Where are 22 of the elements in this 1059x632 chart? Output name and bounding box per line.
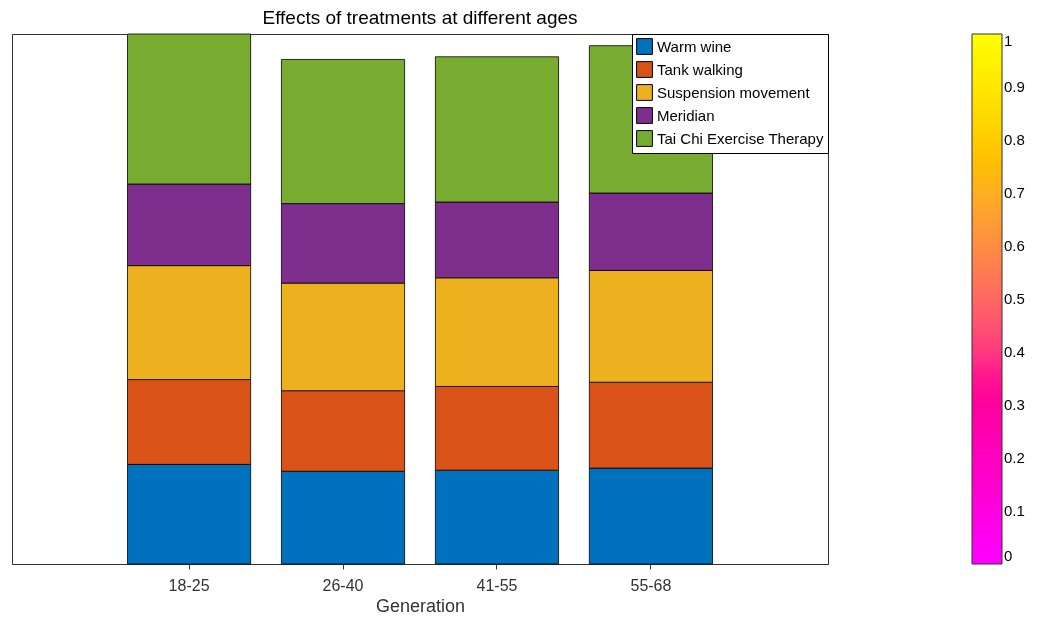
legend-label: Tai Chi Exercise Therapy xyxy=(657,129,824,147)
color-bar-label: 0.3 xyxy=(1004,396,1025,413)
color-bar-label: 0.9 xyxy=(1004,78,1025,95)
legend-label: Warm wine xyxy=(657,37,732,55)
color-bar-label: 1 xyxy=(1004,32,1013,49)
legend-label: Suspension movement xyxy=(657,83,811,101)
x-tick-label: 26-40 xyxy=(322,576,364,594)
x-tick-label: 55-68 xyxy=(630,576,672,594)
color-bar-label: 0.1 xyxy=(1004,502,1025,519)
color-bar-label: 0.7 xyxy=(1004,184,1025,201)
color-bar-label: 0.4 xyxy=(1004,343,1025,360)
color-bar-label: 0.2 xyxy=(1004,449,1025,466)
color-bar-label: 0.5 xyxy=(1004,290,1025,307)
legend-label: Tank walking xyxy=(657,60,743,78)
x-axis-title: Generation xyxy=(375,595,466,616)
x-tick-label: 41-55 xyxy=(476,576,518,594)
legend-label: Meridian xyxy=(657,106,715,124)
color-bar-label: 0.8 xyxy=(1004,131,1025,148)
chart-title: Effects of treatments at different ages xyxy=(262,6,578,28)
color-bar-label: 0 xyxy=(1004,547,1013,564)
x-tick-label: 18-25 xyxy=(168,576,210,594)
color-bar-label: 0.6 xyxy=(1004,237,1025,254)
